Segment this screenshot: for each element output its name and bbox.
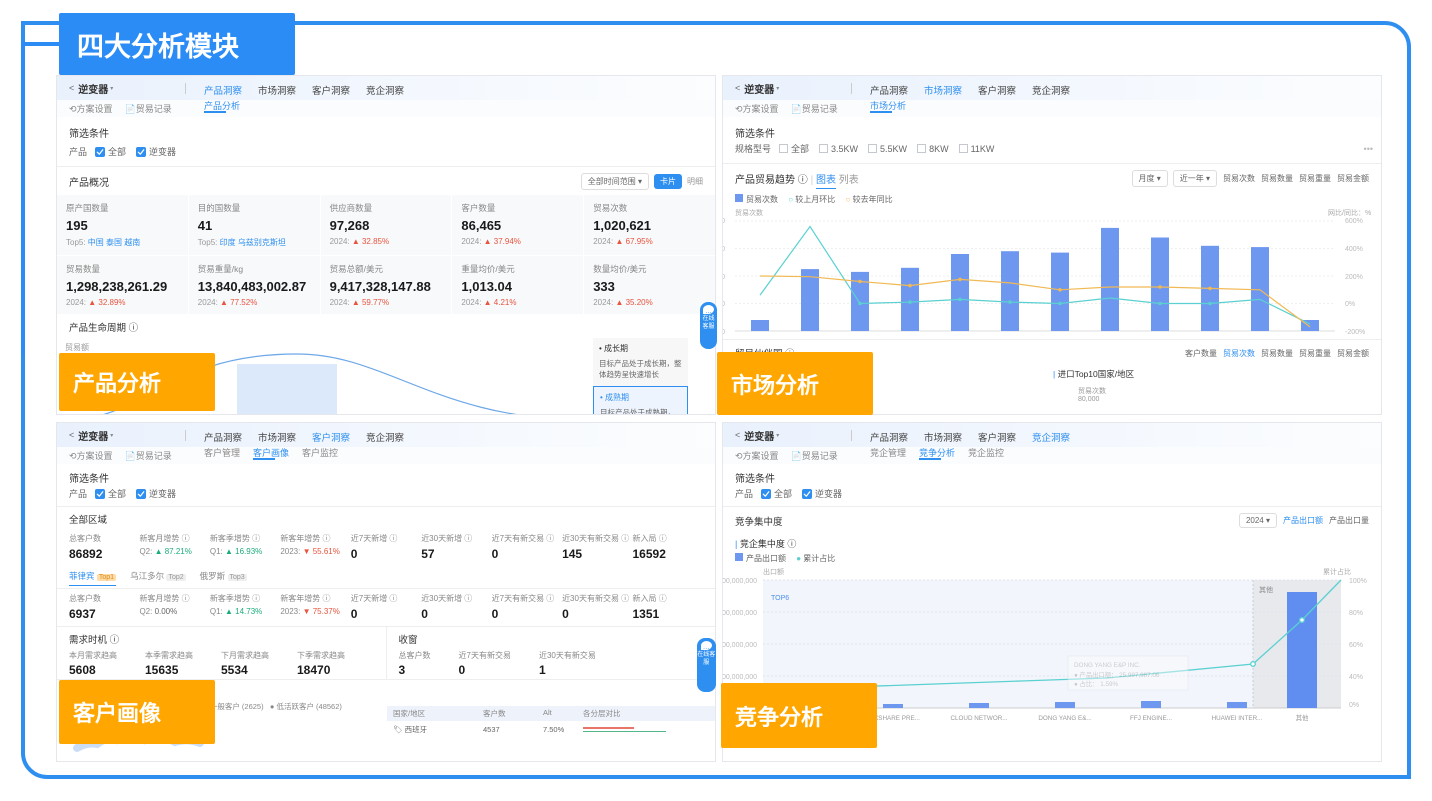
svg-text:100%: 100% bbox=[1349, 578, 1367, 585]
svg-text:贸易额: 贸易额 bbox=[65, 342, 89, 352]
svg-text:FFJ ENGINE...: FFJ ENGINE... bbox=[1130, 715, 1172, 722]
svg-text:80%: 80% bbox=[1349, 610, 1363, 617]
svg-text:其他: 其他 bbox=[1259, 585, 1273, 594]
svg-text:DONG YANG E&...: DONG YANG E&... bbox=[1038, 715, 1092, 722]
svg-text:-200%: -200% bbox=[1345, 329, 1365, 336]
svg-text:600,000,000: 600,000,000 bbox=[723, 674, 757, 681]
svg-text:其他: 其他 bbox=[1296, 713, 1309, 722]
svg-text:贸易次数: 贸易次数 bbox=[735, 208, 763, 217]
svg-text:● 产品出口额： 25,997,987.06: ● 产品出口额： 25,997,987.06 bbox=[1074, 670, 1160, 679]
svg-text:出口额: 出口额 bbox=[763, 567, 784, 576]
svg-text:0%: 0% bbox=[1349, 702, 1359, 709]
svg-text:CLOUD NETWOR...: CLOUD NETWOR... bbox=[950, 715, 1007, 722]
svg-text:DONG YANG E&P INC.: DONG YANG E&P INC. bbox=[1074, 662, 1141, 669]
svg-text:600%: 600% bbox=[1345, 218, 1363, 225]
svg-text:60,000: 60,000 bbox=[723, 246, 725, 253]
svg-text:0%: 0% bbox=[1345, 301, 1355, 308]
svg-text:900,000,000: 900,000,000 bbox=[723, 642, 757, 649]
svg-text:20,000: 20,000 bbox=[723, 301, 725, 308]
svg-text:0: 0 bbox=[723, 329, 725, 336]
svg-text:HUAWEI INTER...: HUAWEI INTER... bbox=[1212, 715, 1263, 722]
svg-text:TOP6: TOP6 bbox=[771, 595, 789, 602]
svg-text:累计占比: 累计占比 bbox=[1323, 567, 1351, 576]
svg-text:1,500,000,000: 1,500,000,000 bbox=[723, 578, 757, 585]
svg-text:1,200,000,000: 1,200,000,000 bbox=[723, 610, 757, 617]
svg-text:200%: 200% bbox=[1345, 274, 1363, 281]
svg-text:● 占比： 1.59%: ● 占比： 1.59% bbox=[1074, 679, 1118, 688]
svg-text:400%: 400% bbox=[1345, 246, 1363, 253]
svg-text:80,000: 80,000 bbox=[723, 218, 725, 225]
svg-text:60%: 60% bbox=[1349, 642, 1363, 649]
svg-text:40%: 40% bbox=[1349, 674, 1363, 681]
svg-text:网比/同比：%: 网比/同比：% bbox=[1328, 208, 1371, 217]
svg-text:40,000: 40,000 bbox=[723, 274, 725, 281]
